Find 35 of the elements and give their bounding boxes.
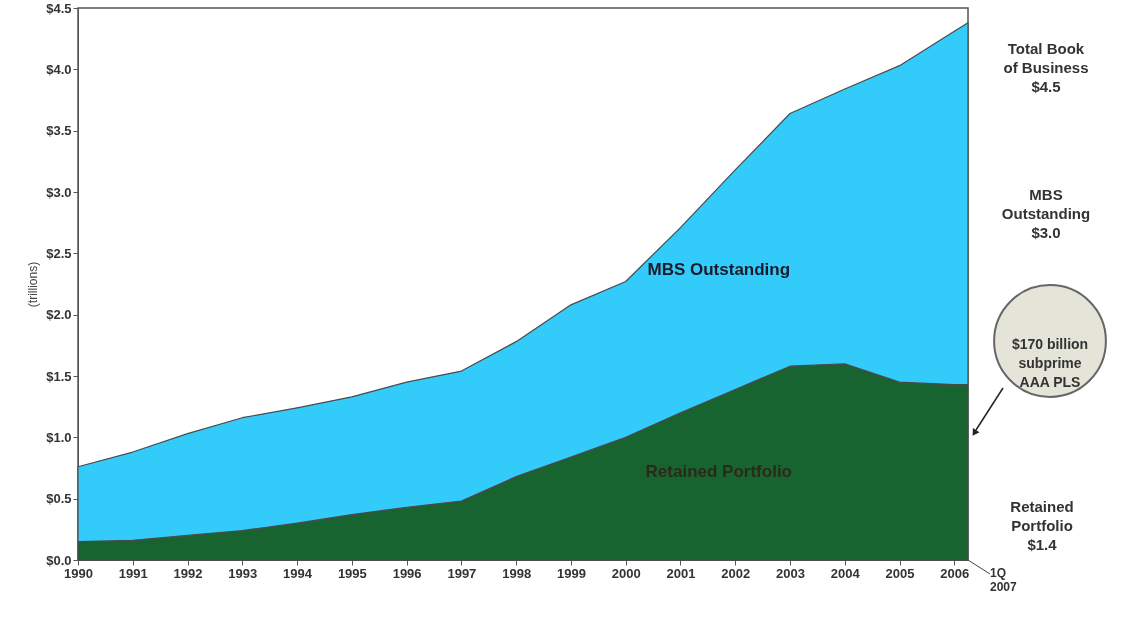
x-tick-label: 2005 xyxy=(885,565,915,581)
series-label: Retained Portfolio xyxy=(645,461,792,481)
y-tick-label: $2.0 xyxy=(46,307,72,323)
x-tick-label: 1994 xyxy=(283,565,313,581)
y-axis-title: (trillions) xyxy=(26,261,41,308)
x-tick-label: 2001 xyxy=(666,565,696,581)
x-tick-label: 1997 xyxy=(447,565,477,581)
x-tick-label: 1991 xyxy=(118,565,148,581)
y-tick-label: $0.0 xyxy=(46,552,72,568)
annotation: 1Q 2007 xyxy=(990,566,1018,594)
y-tick-label: $2.5 xyxy=(46,245,72,261)
y-tick-label: $4.5 xyxy=(46,0,72,16)
x-tick-label: 1996 xyxy=(392,565,422,581)
text: Retained Portfolio $1.4 xyxy=(1010,498,1074,553)
x-tick-label: 2002 xyxy=(721,565,751,581)
y-tick-label: $1.5 xyxy=(46,368,72,384)
series-label: MBS Outstanding xyxy=(647,260,791,280)
text: Total Book of Business $4.5 xyxy=(1003,40,1089,95)
y-tick-label: $3.5 xyxy=(46,123,72,139)
x-tick-label: 1993 xyxy=(228,565,258,581)
y-tick-label: $0.5 xyxy=(46,491,72,507)
x-tick-label: 2003 xyxy=(776,565,805,581)
text: $170 billion subprime AAA PLS xyxy=(1011,336,1089,390)
x-tick-label: 1999 xyxy=(556,565,586,581)
text: MBS Outstanding $3.0 xyxy=(1001,186,1091,241)
x-tick-label: 2006 xyxy=(940,565,970,581)
y-tick-label: $4.0 xyxy=(46,61,72,77)
y-tick-label: $1.0 xyxy=(46,429,72,445)
x-tick-label: 1990 xyxy=(64,565,93,581)
x-tick-label: 1995 xyxy=(337,565,367,581)
x-tick-label: 1992 xyxy=(173,565,203,581)
x-tick-label: 1998 xyxy=(502,565,532,581)
x-tick-label: 2000 xyxy=(611,565,641,581)
y-tick-label: $3.0 xyxy=(46,184,72,200)
x-tick-label: 2004 xyxy=(830,565,861,581)
